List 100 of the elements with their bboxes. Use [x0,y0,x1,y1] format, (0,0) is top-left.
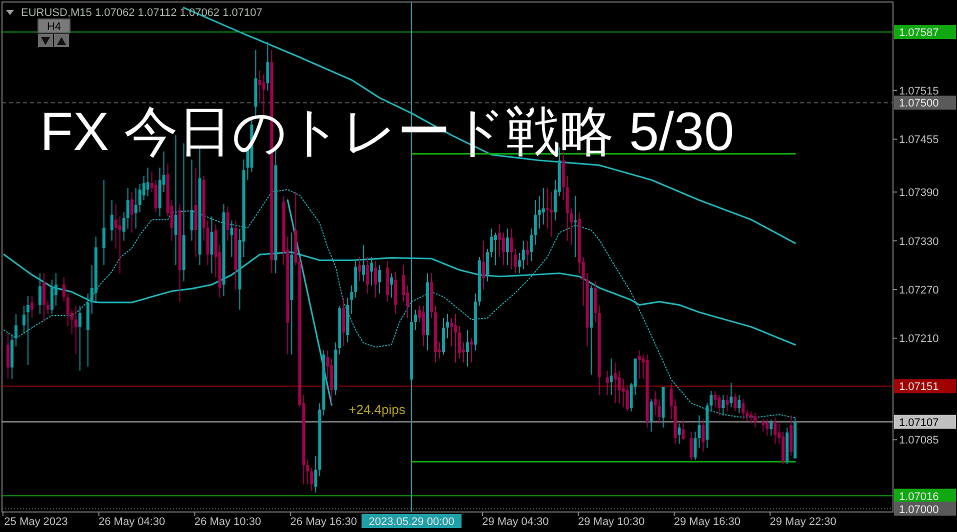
candlestick [750,410,753,424]
candlestick [54,272,58,306]
ref-line-label: 1.07107 [899,416,939,429]
candlestick [146,167,150,197]
candlestick [114,204,118,250]
x-tick-label: 25 May 2023 [4,516,68,528]
candlestick [374,260,378,298]
x-tick-label: 26 May 04:30 [98,516,166,528]
candlestick [414,309,418,331]
x-tick-label: 26 May 10:30 [194,516,262,528]
candlestick [22,305,26,335]
y-tick-label: 1.07515 [899,86,939,98]
ref-line-label: 1.07151 [899,381,939,394]
y-tick-label: 1.07210 [899,333,939,346]
candlestick [78,305,82,372]
candlestick [734,392,737,412]
x-tick-label: 2023.05.29 00:00 [368,516,454,528]
ref-line-label: 1.07587 [899,27,939,40]
candlestick [526,240,529,266]
y-tick-label: 1.07390 [899,187,939,200]
candlestick [226,206,230,242]
candlestick [774,417,777,444]
line-series [4,189,796,418]
candlestick [738,394,741,414]
x-tick-label: 29 May 10:30 [578,516,645,528]
candlestick [122,212,126,242]
candlestick [450,317,453,347]
candlestick [458,326,461,360]
x-tick-label: 29 May 04:30 [482,516,549,528]
candlestick [126,187,130,230]
candlestick [550,192,553,238]
candlestick [522,240,525,270]
y-tick-label: 1.07085 [899,434,939,447]
candlestick [62,276,66,302]
candlestick [30,295,34,318]
candlestick [134,187,138,230]
candlestick [658,398,661,424]
candlestick [26,295,30,366]
candlestick [730,382,733,408]
candlestick [542,187,545,226]
candlestick [694,431,697,461]
candlestick [110,200,114,242]
candlestick [754,412,757,428]
candlestick [46,300,50,314]
candlestick [422,305,426,347]
candlestick [538,196,541,230]
candlestick [306,460,310,485]
candlestick [74,305,78,355]
candlestick [258,70,262,104]
candlestick [766,418,769,436]
candlestick [210,216,214,274]
x-tick-label: 26 May 16:30 [290,516,357,528]
y-tick-label: 1.07330 [899,236,939,248]
annotation: +24.4pips [348,402,406,417]
candlestick [174,134,178,266]
candlestick [502,232,505,266]
candlestick [622,378,625,408]
candlestick [714,390,717,408]
candlestick [390,272,394,298]
x-tick-label: 29 May 22:30 [770,516,836,528]
candlestick [42,272,46,322]
candlestick [618,370,621,404]
candlestick [494,232,497,266]
candlestick [702,418,705,452]
candlestick [762,418,765,432]
candlestick [370,256,374,286]
candlestick [610,358,613,396]
candlestick [606,370,609,396]
ref-line-label: 1.07500 [899,98,939,110]
candlestick [570,208,573,246]
candlestick [38,272,42,314]
candlestick [402,264,406,302]
candlestick [314,455,318,494]
candlestick [102,179,106,266]
candlestick [118,216,122,274]
candlestick [190,159,194,242]
candlestick [230,220,234,258]
annotation: H4 [46,21,62,33]
candlestick [510,228,513,270]
candlestick [506,228,509,266]
candlestick [626,386,629,412]
candlestick [650,398,653,432]
candlestick [66,293,70,327]
candlestick [366,256,370,294]
candlestick [362,244,366,282]
candlestick [718,394,721,416]
candlestick [454,313,457,364]
candlestick [6,334,10,380]
candlestick [546,187,549,230]
candlestick [446,313,449,339]
candlestick [142,175,146,201]
candlestick [534,200,537,246]
candlestick [726,394,729,412]
y-tick-label: 1.07270 [899,284,939,296]
candlestick [654,390,657,416]
candlestick [378,264,382,294]
candlestick [498,224,501,258]
ref-line-label: 1.07000 [899,504,939,516]
candlestick [490,228,493,258]
candlestick [638,350,641,380]
